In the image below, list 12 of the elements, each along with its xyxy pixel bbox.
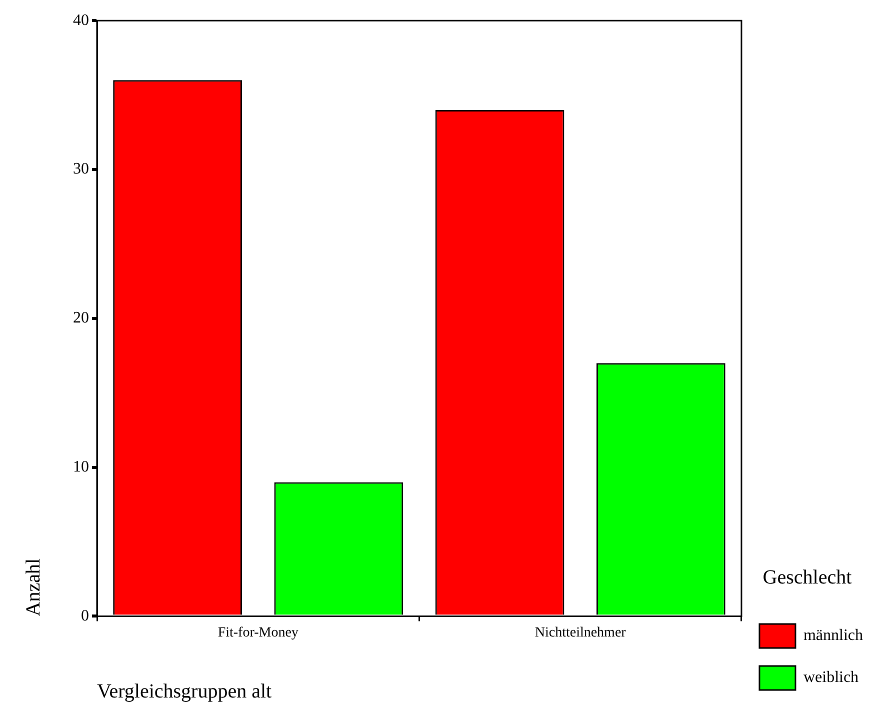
- x-axis-title: Vergleichsgruppen alt: [97, 680, 272, 702]
- y-tick-label: 10: [73, 458, 89, 476]
- y-tick-label: 40: [73, 12, 89, 29]
- legend-label: männlich: [803, 627, 864, 644]
- y-axis-title: Anzahl: [22, 558, 44, 616]
- y-tick-label: 30: [73, 160, 89, 178]
- legend-title: Geschlecht: [762, 566, 852, 588]
- legend-label: weiblich: [803, 669, 859, 686]
- y-tick-label: 20: [73, 310, 89, 327]
- x-tick-label: Fit-for-Money: [218, 625, 298, 640]
- y-tick-label: 0: [81, 607, 89, 624]
- x-tick-label: Nichtteilnehmer: [534, 625, 626, 640]
